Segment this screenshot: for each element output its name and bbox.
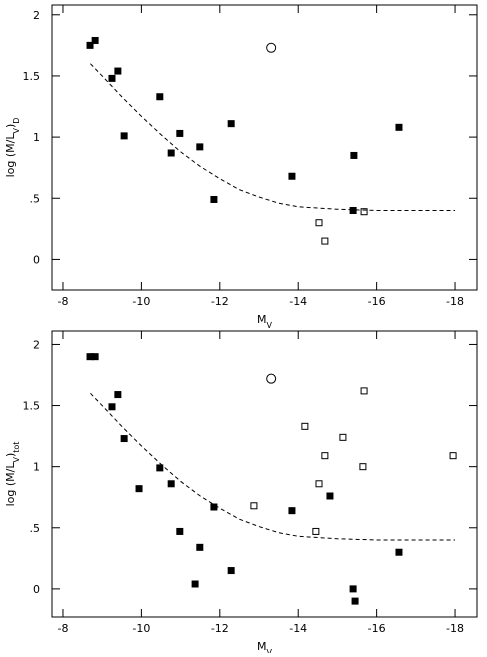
y-axis-label-part: D: [12, 118, 21, 124]
open-square-point: [360, 208, 368, 216]
x-tick-label: -8: [57, 295, 68, 308]
y-axis-label-part: ): [4, 453, 17, 457]
filled-square-point: [156, 93, 164, 101]
filled-square-point: [351, 597, 359, 605]
filled-square-point: [350, 151, 358, 159]
filled-square-point: [288, 507, 296, 515]
open-square-point: [339, 433, 347, 441]
open-circle-point: [266, 42, 277, 53]
x-tick-label: -10: [132, 295, 150, 308]
filled-square-point: [210, 195, 218, 203]
y-tick-label: 1.5: [23, 400, 41, 413]
y-tick-label: 2: [33, 338, 40, 351]
filled-square-point: [91, 353, 99, 361]
filled-square-point: [176, 129, 184, 137]
model-curve: [90, 63, 456, 211]
open-square-point: [359, 463, 367, 471]
filled-square-point: [395, 123, 403, 131]
y-tick-label: .5: [30, 192, 41, 205]
x-axis-label-part: V: [267, 648, 273, 654]
open-square-point: [321, 237, 329, 245]
open-square-point: [449, 452, 457, 460]
y-axis-label-part: tot: [12, 442, 21, 453]
open-square-point: [301, 422, 309, 430]
x-tick-label: -14: [289, 622, 307, 635]
filled-square-point: [395, 548, 403, 556]
open-square-point: [360, 387, 368, 395]
y-tick-label: .5: [30, 522, 41, 535]
x-tick-label: -12: [211, 295, 229, 308]
filled-square-point: [86, 41, 94, 49]
y-axis-label: log (M/LV)D: [4, 118, 21, 178]
filled-square-point: [196, 543, 204, 551]
x-tick-label: -16: [368, 295, 386, 308]
x-tick-label: -14: [289, 295, 307, 308]
filled-square-point: [196, 143, 204, 151]
filled-square-point: [120, 435, 128, 443]
filled-square-point: [167, 149, 175, 157]
filled-square-point: [156, 464, 164, 472]
filled-square-point: [114, 67, 122, 75]
x-tick-label: -16: [368, 622, 386, 635]
open-square-point: [315, 480, 323, 488]
axes-frame: [51, 4, 478, 291]
y-axis-label-part: V: [12, 457, 21, 463]
x-tick-label: -10: [132, 622, 150, 635]
filled-square-point: [114, 391, 122, 399]
x-tick-label: -8: [57, 622, 68, 635]
filled-square-point: [176, 527, 184, 535]
filled-square-point: [227, 567, 235, 575]
y-tick-label: 0: [33, 583, 40, 596]
open-square-point: [315, 219, 323, 227]
filled-square-point: [108, 74, 116, 82]
filled-square-point: [91, 36, 99, 44]
filled-square-point: [326, 492, 334, 500]
x-tick-label: -12: [211, 622, 229, 635]
filled-square-point: [288, 172, 296, 180]
filled-square-point: [120, 132, 128, 140]
filled-square-point: [86, 353, 94, 361]
filled-square-point: [108, 403, 116, 411]
x-axis-label: MV: [257, 640, 273, 653]
model-curve: [90, 392, 456, 541]
y-tick-label: 2: [33, 9, 40, 22]
filled-square-point: [349, 585, 357, 593]
filled-square-point: [227, 120, 235, 128]
open-square-point: [312, 527, 320, 535]
axes-frame: [51, 330, 478, 618]
x-tick-label: -18: [446, 295, 464, 308]
y-tick-label: 1.5: [23, 70, 41, 83]
filled-square-point: [191, 580, 199, 588]
filled-square-point: [135, 485, 143, 493]
y-axis-label-part: log (M/L: [4, 462, 17, 507]
y-tick-label: 1: [33, 131, 40, 144]
y-axis-label-part: ): [4, 124, 17, 128]
x-axis-label: MV: [257, 313, 273, 330]
filled-square-point: [210, 503, 218, 511]
y-axis-label: log (M/LV)tot: [4, 442, 21, 507]
y-axis-label-part: log (M/L: [4, 133, 17, 178]
open-circle-point: [266, 373, 277, 384]
y-axis-label-part: V: [12, 128, 21, 134]
open-square-point: [250, 502, 258, 510]
x-tick-label: -18: [446, 622, 464, 635]
x-axis-label-part: V: [267, 321, 273, 330]
filled-square-point: [349, 206, 357, 214]
x-axis-label-part: M: [257, 640, 267, 653]
open-square-point: [321, 452, 329, 460]
x-axis-label-part: M: [257, 313, 267, 326]
y-tick-label: 0: [33, 253, 40, 266]
y-tick-label: 1: [33, 461, 40, 474]
filled-square-point: [167, 480, 175, 488]
